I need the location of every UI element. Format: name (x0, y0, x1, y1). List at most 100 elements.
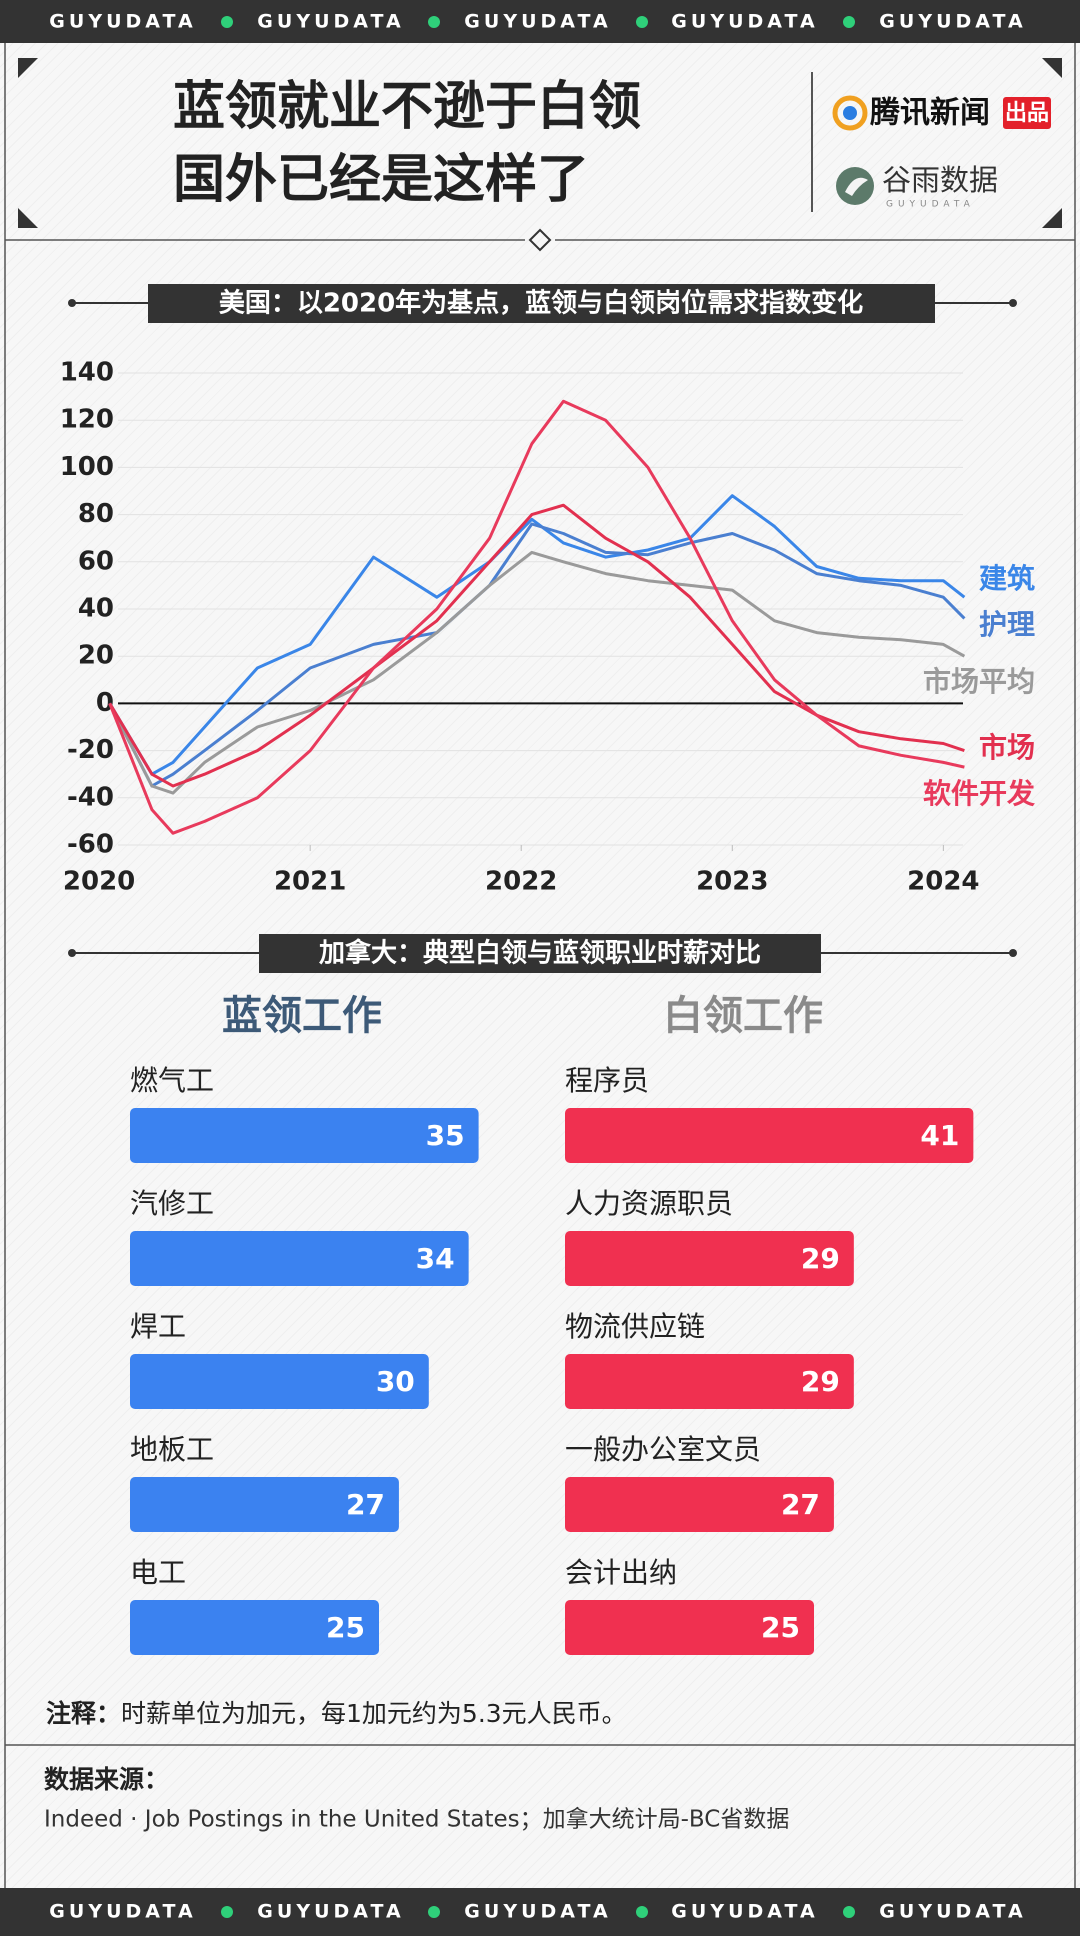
x-tick-label: 2024 (907, 867, 979, 897)
bar-category: 焊工 (130, 1310, 186, 1343)
y-tick-label: 0 (96, 688, 114, 718)
title: 国外已经是这样了 (173, 150, 589, 210)
top-banner (0, 0, 1080, 43)
brand: 谷雨数据 (882, 163, 998, 197)
publisher-logo (832, 95, 868, 131)
series-line (108, 399, 965, 835)
banner-text: GUYUDATA (879, 11, 1026, 33)
bar-value: 29 (801, 1365, 840, 1398)
section-dot (1009, 299, 1017, 307)
x-tick-label: 2023 (696, 867, 768, 897)
y-tick-label: 80 (78, 499, 114, 529)
bar-value: 29 (801, 1242, 840, 1275)
note-label: 注释： (46, 1699, 121, 1728)
x-tick-label: 2022 (485, 867, 557, 897)
bar-section-title: 加拿大：典型白领与蓝领职业时薪对比 (319, 938, 761, 969)
note-text: 时薪单位为加元，每1加元约为5.3元人民币。 (121, 1699, 627, 1728)
section-header: 加拿大：典型白领与蓝领职业时薪对比 (68, 934, 1017, 973)
series-label: 市场 (979, 731, 1035, 764)
corner (18, 208, 38, 228)
series-label: 软件开发 (923, 777, 1035, 810)
diamond (528, 228, 552, 252)
y-tick-label: -40 (67, 782, 114, 812)
banner-text: GUYUDATA (671, 11, 818, 33)
bar-value: 30 (376, 1365, 415, 1398)
banner-dot (428, 1906, 440, 1918)
bar (565, 1108, 974, 1163)
section-dot (68, 299, 76, 307)
line-chart-title: 美国：以2020年为基点，蓝领与白领岗位需求指数变化 (219, 288, 863, 319)
series-label: 市场平均 (923, 665, 1035, 698)
note: 注释：时薪单位为加元，每1加元约为5.3元人民币。 (46, 1699, 627, 1728)
banner-dot (221, 1906, 233, 1918)
brand-sub: GUYUDATA (886, 200, 975, 210)
series-label: 护理 (979, 608, 1035, 641)
bar-category: 一般办公室文员 (565, 1433, 761, 1466)
banner-dot (221, 16, 233, 28)
bar (130, 1354, 429, 1409)
banner-text: GUYUDATA (464, 1901, 611, 1923)
series-line (108, 550, 966, 795)
y-tick-label: 40 (78, 594, 114, 624)
bar (130, 1600, 379, 1655)
bar (130, 1231, 469, 1286)
banner-text: GUYUDATA (671, 1901, 818, 1923)
bar (565, 1231, 854, 1286)
publisher-logo (843, 106, 857, 120)
bar-category: 汽修工 (130, 1187, 214, 1220)
corner (1042, 208, 1062, 228)
banner-dot (843, 1906, 855, 1918)
x-tick-label: 2020 (63, 867, 135, 897)
bar (565, 1477, 834, 1532)
x-tick-label: 2021 (274, 867, 346, 897)
bar (565, 1600, 814, 1655)
banner-dot (636, 1906, 648, 1918)
section-box (148, 284, 935, 323)
bar-category: 程序员 (565, 1064, 649, 1097)
bar-chart-title: 蓝领工作 (222, 993, 382, 1039)
banner-dot (843, 16, 855, 28)
y-tick-label: 60 (78, 546, 114, 576)
bar-category: 电工 (130, 1556, 186, 1589)
banner-dot (636, 16, 648, 28)
bar-chart-title: 白领工作 (663, 993, 823, 1039)
publisher-badge (1003, 97, 1051, 129)
y-tick-label: -60 (67, 830, 114, 860)
title: 蓝领就业不逊于白领 (173, 77, 641, 137)
bar-value: 41 (920, 1119, 959, 1152)
bar-value: 25 (326, 1611, 365, 1644)
banner-text: GUYUDATA (257, 1901, 404, 1923)
section-header: 美国：以2020年为基点，蓝领与白领岗位需求指数变化 (68, 284, 1017, 323)
publisher: 腾讯新闻 (870, 96, 990, 131)
bar (130, 1477, 399, 1532)
banner-text: GUYUDATA (257, 11, 404, 33)
y-tick-label: -20 (67, 735, 114, 765)
publisher-badge-text: 出品 (1005, 101, 1049, 126)
bar-category: 地板工 (130, 1433, 214, 1466)
bar-category: 燃气工 (130, 1064, 214, 1097)
y-tick-label: 100 (60, 452, 114, 482)
bar (130, 1108, 479, 1163)
series-label: 建筑 (979, 562, 1035, 595)
source-label: 数据来源： (44, 1765, 169, 1794)
y-tick-label: 20 (78, 641, 114, 671)
brand-logo (845, 177, 868, 196)
bottom-banner (0, 1888, 1080, 1936)
bar-value: 35 (426, 1119, 465, 1152)
y-tick-label: 140 (60, 358, 114, 388)
section-dot (68, 949, 76, 957)
bar (565, 1354, 854, 1409)
bar-value: 27 (781, 1488, 820, 1521)
y-tick-label: 120 (60, 405, 114, 435)
bar-value: 27 (346, 1488, 385, 1521)
banner-text: GUYUDATA (879, 1901, 1026, 1923)
series-line (108, 494, 966, 776)
bar-category: 会计出纳 (565, 1556, 677, 1589)
corner (1042, 58, 1062, 78)
series-line (108, 503, 965, 788)
banner-text: GUYUDATA (49, 1901, 196, 1923)
bar-value: 34 (416, 1242, 455, 1275)
banner-text: GUYUDATA (49, 11, 196, 33)
corner (18, 58, 38, 78)
